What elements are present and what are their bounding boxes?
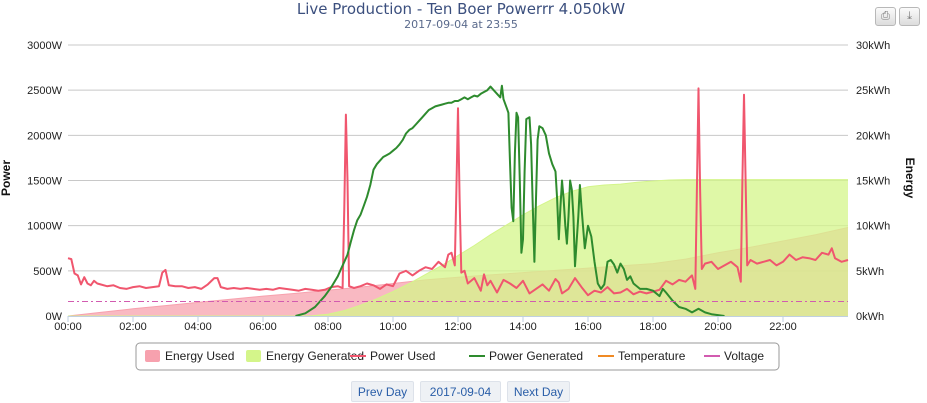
printer-icon: ⎙ xyxy=(881,9,890,22)
download-button[interactable]: ⤓ xyxy=(899,7,920,26)
legend-item-energy-generated[interactable]: Energy Generated xyxy=(246,349,364,363)
x-tick-label: 00:00 xyxy=(54,321,82,333)
legend-label: Voltage xyxy=(724,349,764,363)
download-icon: ⤓ xyxy=(907,9,912,22)
y-left-tick-label: 1000W xyxy=(27,221,62,233)
chart-legend: Energy Used Energy Generated Power Used Pow… xyxy=(135,342,780,371)
x-tick-label: 12:00 xyxy=(444,321,472,333)
x-tick-label: 06:00 xyxy=(249,321,277,333)
y-right-tick-label: 30kWh xyxy=(856,40,890,52)
y-left-tick-label: 500W xyxy=(33,266,62,278)
x-tick-label: 22:00 xyxy=(769,321,797,333)
print-button[interactable]: ⎙ xyxy=(875,7,896,26)
y-axis-right-title: Energy xyxy=(903,158,917,199)
legend-swatch xyxy=(246,350,261,362)
legend-item-power-generated[interactable]: Power Generated xyxy=(469,349,583,363)
x-tick-label: 16:00 xyxy=(574,321,602,333)
legend-item-voltage[interactable]: Voltage xyxy=(704,349,764,363)
legend-label: Energy Generated xyxy=(266,349,364,363)
legend-item-temperature[interactable]: Temperature xyxy=(598,349,686,363)
prev-day-button[interactable]: Prev Day xyxy=(351,381,414,402)
energy-generated-area xyxy=(68,179,848,316)
x-tick-label: 10:00 xyxy=(379,321,407,333)
x-tick-label: 18:00 xyxy=(639,321,667,333)
next-day-button[interactable]: Next Day xyxy=(507,381,570,402)
legend-label: Power Used xyxy=(370,349,435,363)
power-generated-line xyxy=(295,84,725,317)
legend-label: Power Generated xyxy=(489,349,583,363)
power-used-line xyxy=(67,87,849,297)
x-tick-label: 08:00 xyxy=(314,321,342,333)
chart-title: Live Production - Ten Boer Powerrr 4.050… xyxy=(297,0,625,18)
power-lines xyxy=(67,84,849,317)
x-tick-label: 02:00 xyxy=(119,321,147,333)
axes: 00:00 02:00 04:00 06:00 08:00 10:00 12:00 14:00… xyxy=(27,40,890,333)
y-left-tick-label: 2500W xyxy=(27,85,62,97)
x-tick-label: 14:00 xyxy=(509,321,537,333)
y-right-tick-label: 0kWh xyxy=(856,311,884,323)
y-right-tick-label: 5kWh xyxy=(856,266,884,278)
date-button[interactable]: 2017-09-04 xyxy=(420,381,501,402)
x-tick-label: 04:00 xyxy=(184,321,212,333)
legend-swatch xyxy=(145,350,160,362)
y-right-tick-label: 15kWh xyxy=(856,176,890,188)
y-left-tick-label: 2000W xyxy=(27,130,62,142)
chart-subtitle: 2017-09-04 at 23:55 xyxy=(404,18,518,31)
legend-label: Energy Used xyxy=(165,349,234,363)
y-axis-left-title: Power xyxy=(0,160,13,196)
legend-item-power-used[interactable]: Power Used xyxy=(350,349,435,363)
x-tick-label: 20:00 xyxy=(704,321,732,333)
legend-box xyxy=(135,342,780,371)
y-right-tick-label: 10kWh xyxy=(856,221,890,233)
y-left-tick-label: 0W xyxy=(46,311,63,323)
legend-label: Temperature xyxy=(618,349,686,363)
energy-areas xyxy=(67,179,849,317)
legend-item-energy-used[interactable]: Energy Used xyxy=(145,349,234,363)
y-right-tick-label: 25kWh xyxy=(856,85,890,97)
y-left-tick-label: 1500W xyxy=(27,176,62,188)
y-left-tick-label: 3000W xyxy=(27,40,62,52)
y-right-tick-label: 20kWh xyxy=(856,130,890,142)
